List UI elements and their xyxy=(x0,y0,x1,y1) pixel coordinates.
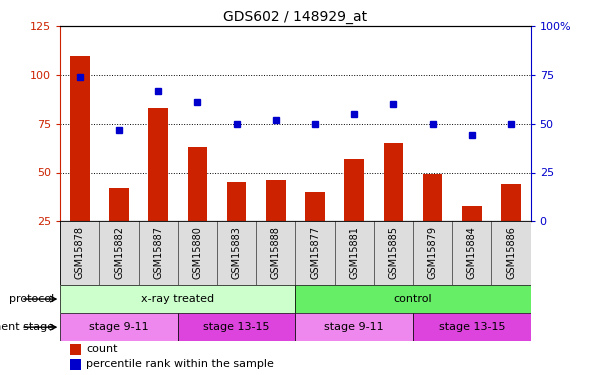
Text: stage 13-15: stage 13-15 xyxy=(203,322,270,332)
Bar xyxy=(70,56,90,221)
Text: count: count xyxy=(86,344,118,354)
Text: development stage: development stage xyxy=(0,322,54,332)
Text: GSM15881: GSM15881 xyxy=(349,226,359,279)
Text: GSM15887: GSM15887 xyxy=(153,226,163,279)
Text: GSM15877: GSM15877 xyxy=(310,226,320,279)
Bar xyxy=(70,344,81,355)
Bar xyxy=(60,313,178,341)
Text: percentile rank within the sample: percentile rank within the sample xyxy=(86,359,274,369)
Text: GSM15884: GSM15884 xyxy=(467,226,477,279)
Bar xyxy=(60,285,295,313)
Text: GSM15886: GSM15886 xyxy=(506,226,516,279)
Text: stage 13-15: stage 13-15 xyxy=(438,322,505,332)
Text: control: control xyxy=(394,294,432,304)
Bar xyxy=(462,206,482,221)
Bar xyxy=(227,182,247,221)
Text: protocol: protocol xyxy=(9,294,54,304)
Bar xyxy=(413,313,531,341)
Text: GSM15882: GSM15882 xyxy=(114,226,124,279)
Bar xyxy=(109,188,129,221)
Text: GSM15883: GSM15883 xyxy=(232,226,242,279)
Bar xyxy=(178,313,295,341)
Bar xyxy=(295,313,413,341)
Text: stage 9-11: stage 9-11 xyxy=(89,322,149,332)
Bar xyxy=(60,221,531,285)
Bar xyxy=(501,184,521,221)
Bar xyxy=(70,359,81,370)
Bar xyxy=(423,174,443,221)
Text: x-ray treated: x-ray treated xyxy=(141,294,215,304)
Bar xyxy=(305,192,325,221)
Bar xyxy=(384,143,403,221)
Bar xyxy=(295,285,531,313)
Bar xyxy=(266,180,286,221)
Bar xyxy=(188,147,207,221)
Text: GSM15880: GSM15880 xyxy=(192,226,203,279)
Text: GSM15878: GSM15878 xyxy=(75,226,85,279)
Bar xyxy=(344,159,364,221)
Text: GSM15879: GSM15879 xyxy=(428,226,438,279)
Bar xyxy=(148,108,168,221)
Text: GSM15885: GSM15885 xyxy=(388,226,399,279)
Title: GDS602 / 148929_at: GDS602 / 148929_at xyxy=(223,10,368,24)
Text: stage 9-11: stage 9-11 xyxy=(324,322,384,332)
Text: GSM15888: GSM15888 xyxy=(271,226,281,279)
